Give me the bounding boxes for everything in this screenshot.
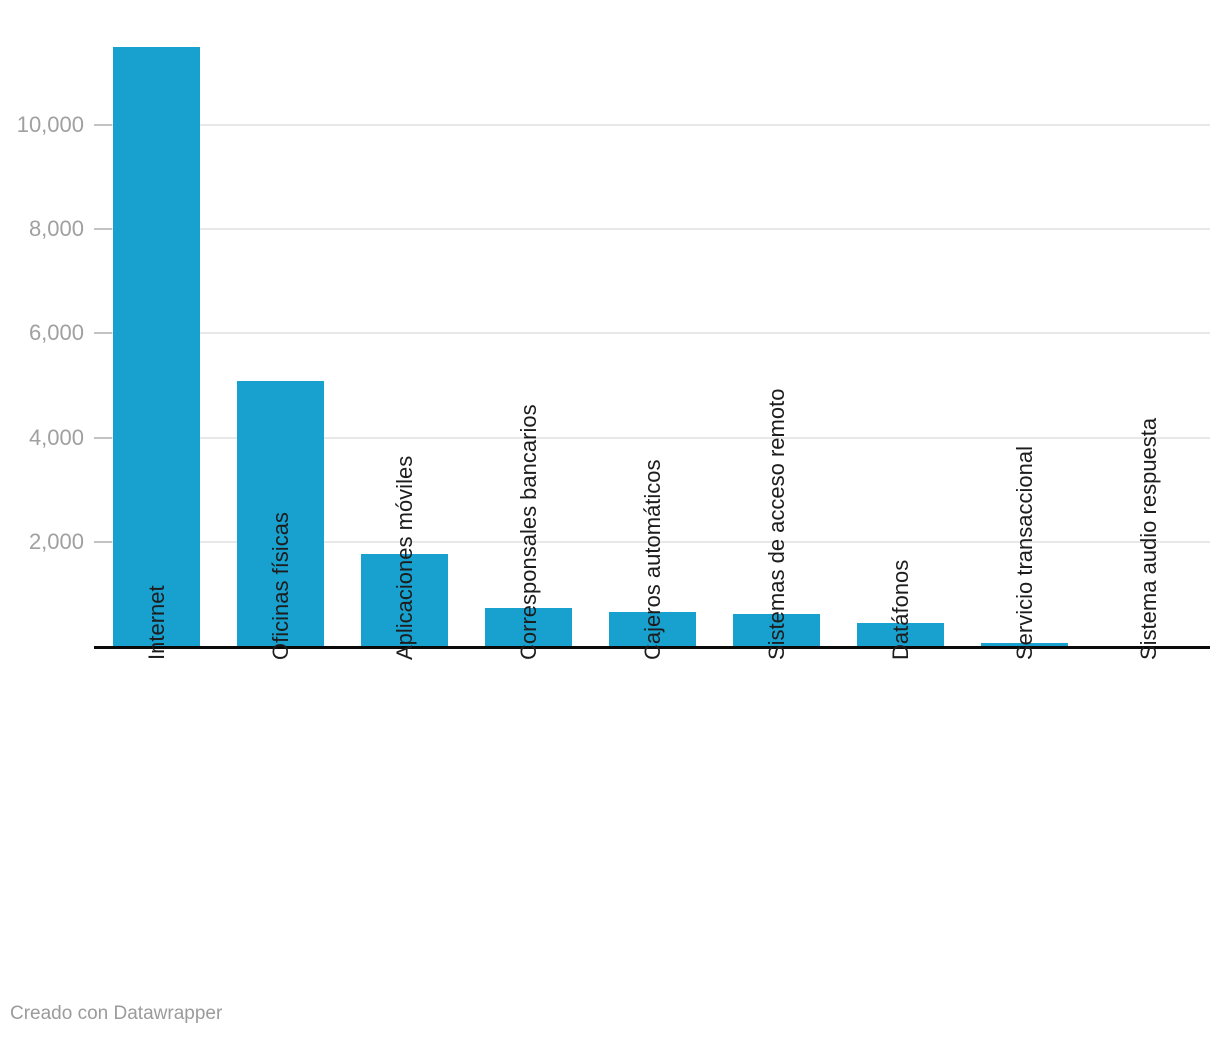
footer-credit[interactable]: Creado con Datawrapper [10, 1003, 223, 1024]
y-tick-label: 10,000 [16, 112, 84, 137]
bar-5 [609, 612, 696, 646]
bar-7 [857, 623, 944, 646]
y-tick-label: 6,000 [28, 320, 84, 346]
y-tick-label: 4,000 [28, 424, 84, 450]
y-tick-mark [94, 124, 112, 126]
y-tick-mark [94, 332, 112, 335]
gridline [94, 436, 1210, 439]
plot-area [94, 0, 1210, 649]
bar-3 [361, 553, 448, 646]
bar-4 [485, 607, 572, 646]
bar-2 [237, 380, 324, 646]
y-tick-mark [94, 540, 112, 543]
gridline [94, 228, 1210, 231]
bar-1 [113, 46, 200, 646]
gridline [94, 124, 1210, 126]
bar-6 [733, 613, 820, 646]
y-tick-mark [94, 436, 112, 439]
bar-8 [981, 642, 1068, 646]
y-tick-label: 2,000 [28, 528, 84, 554]
y-tick-label: 8,000 [28, 216, 84, 242]
gridline [94, 540, 1210, 543]
x-axis-line [94, 646, 1210, 649]
gridline [94, 332, 1210, 335]
y-tick-mark [94, 228, 112, 231]
